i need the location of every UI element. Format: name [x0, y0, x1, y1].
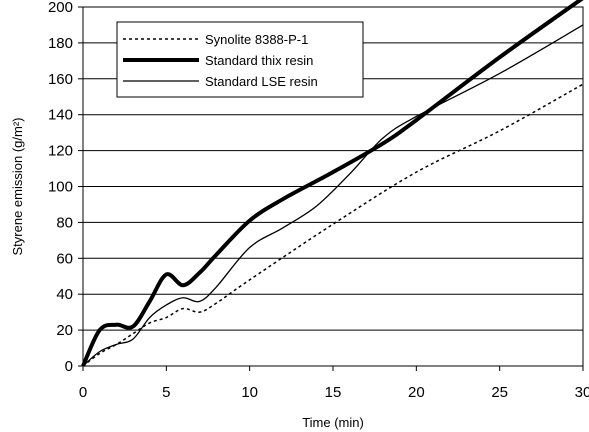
x-tick-label: 30 [575, 384, 589, 401]
legend: Synolite 8388-P-1 Standard thix resin Stan… [116, 21, 364, 98]
x-tick-label: 25 [491, 384, 508, 401]
x-tick-label: 10 [241, 384, 258, 401]
x-tick-label: 15 [325, 384, 342, 401]
y-tick-label: 140 [48, 107, 73, 124]
y-tick-label: 100 [48, 179, 73, 196]
y-tick-label: 80 [56, 214, 73, 231]
series-line-2 [82, 24, 584, 367]
series-layer [81, 0, 584, 367]
y-tick-label: 180 [48, 35, 73, 52]
y-tick-label: 160 [48, 71, 73, 88]
y-tick-label: 60 [56, 250, 73, 267]
legend-label-1: Standard thix resin [205, 53, 313, 68]
series-line-1 [81, 0, 584, 367]
x-tick-label: 0 [79, 384, 87, 401]
y-tick-label: 120 [48, 143, 73, 160]
legend-label-2: Standard LSE resin [205, 74, 318, 89]
x-tick-label: 5 [162, 384, 170, 401]
y-axis-ticks: 0 20 40 60 80 100 120 140 160 180 200 [48, 0, 83, 375]
x-axis-title: Time (min) [302, 415, 364, 430]
y-tick-label: 200 [48, 0, 73, 16]
y-tick-label: 0 [65, 358, 73, 375]
x-tick-label: 20 [408, 384, 425, 401]
y-tick-label: 20 [56, 322, 73, 339]
y-tick-label: 40 [56, 286, 73, 303]
y-axis-title: Styrene emission (g/m²) [10, 118, 25, 256]
x-axis-ticks: 0 5 10 15 20 25 30 [79, 366, 589, 401]
series-line-0 [82, 83, 584, 367]
legend-label-0: Synolite 8388-P-1 [205, 32, 308, 47]
